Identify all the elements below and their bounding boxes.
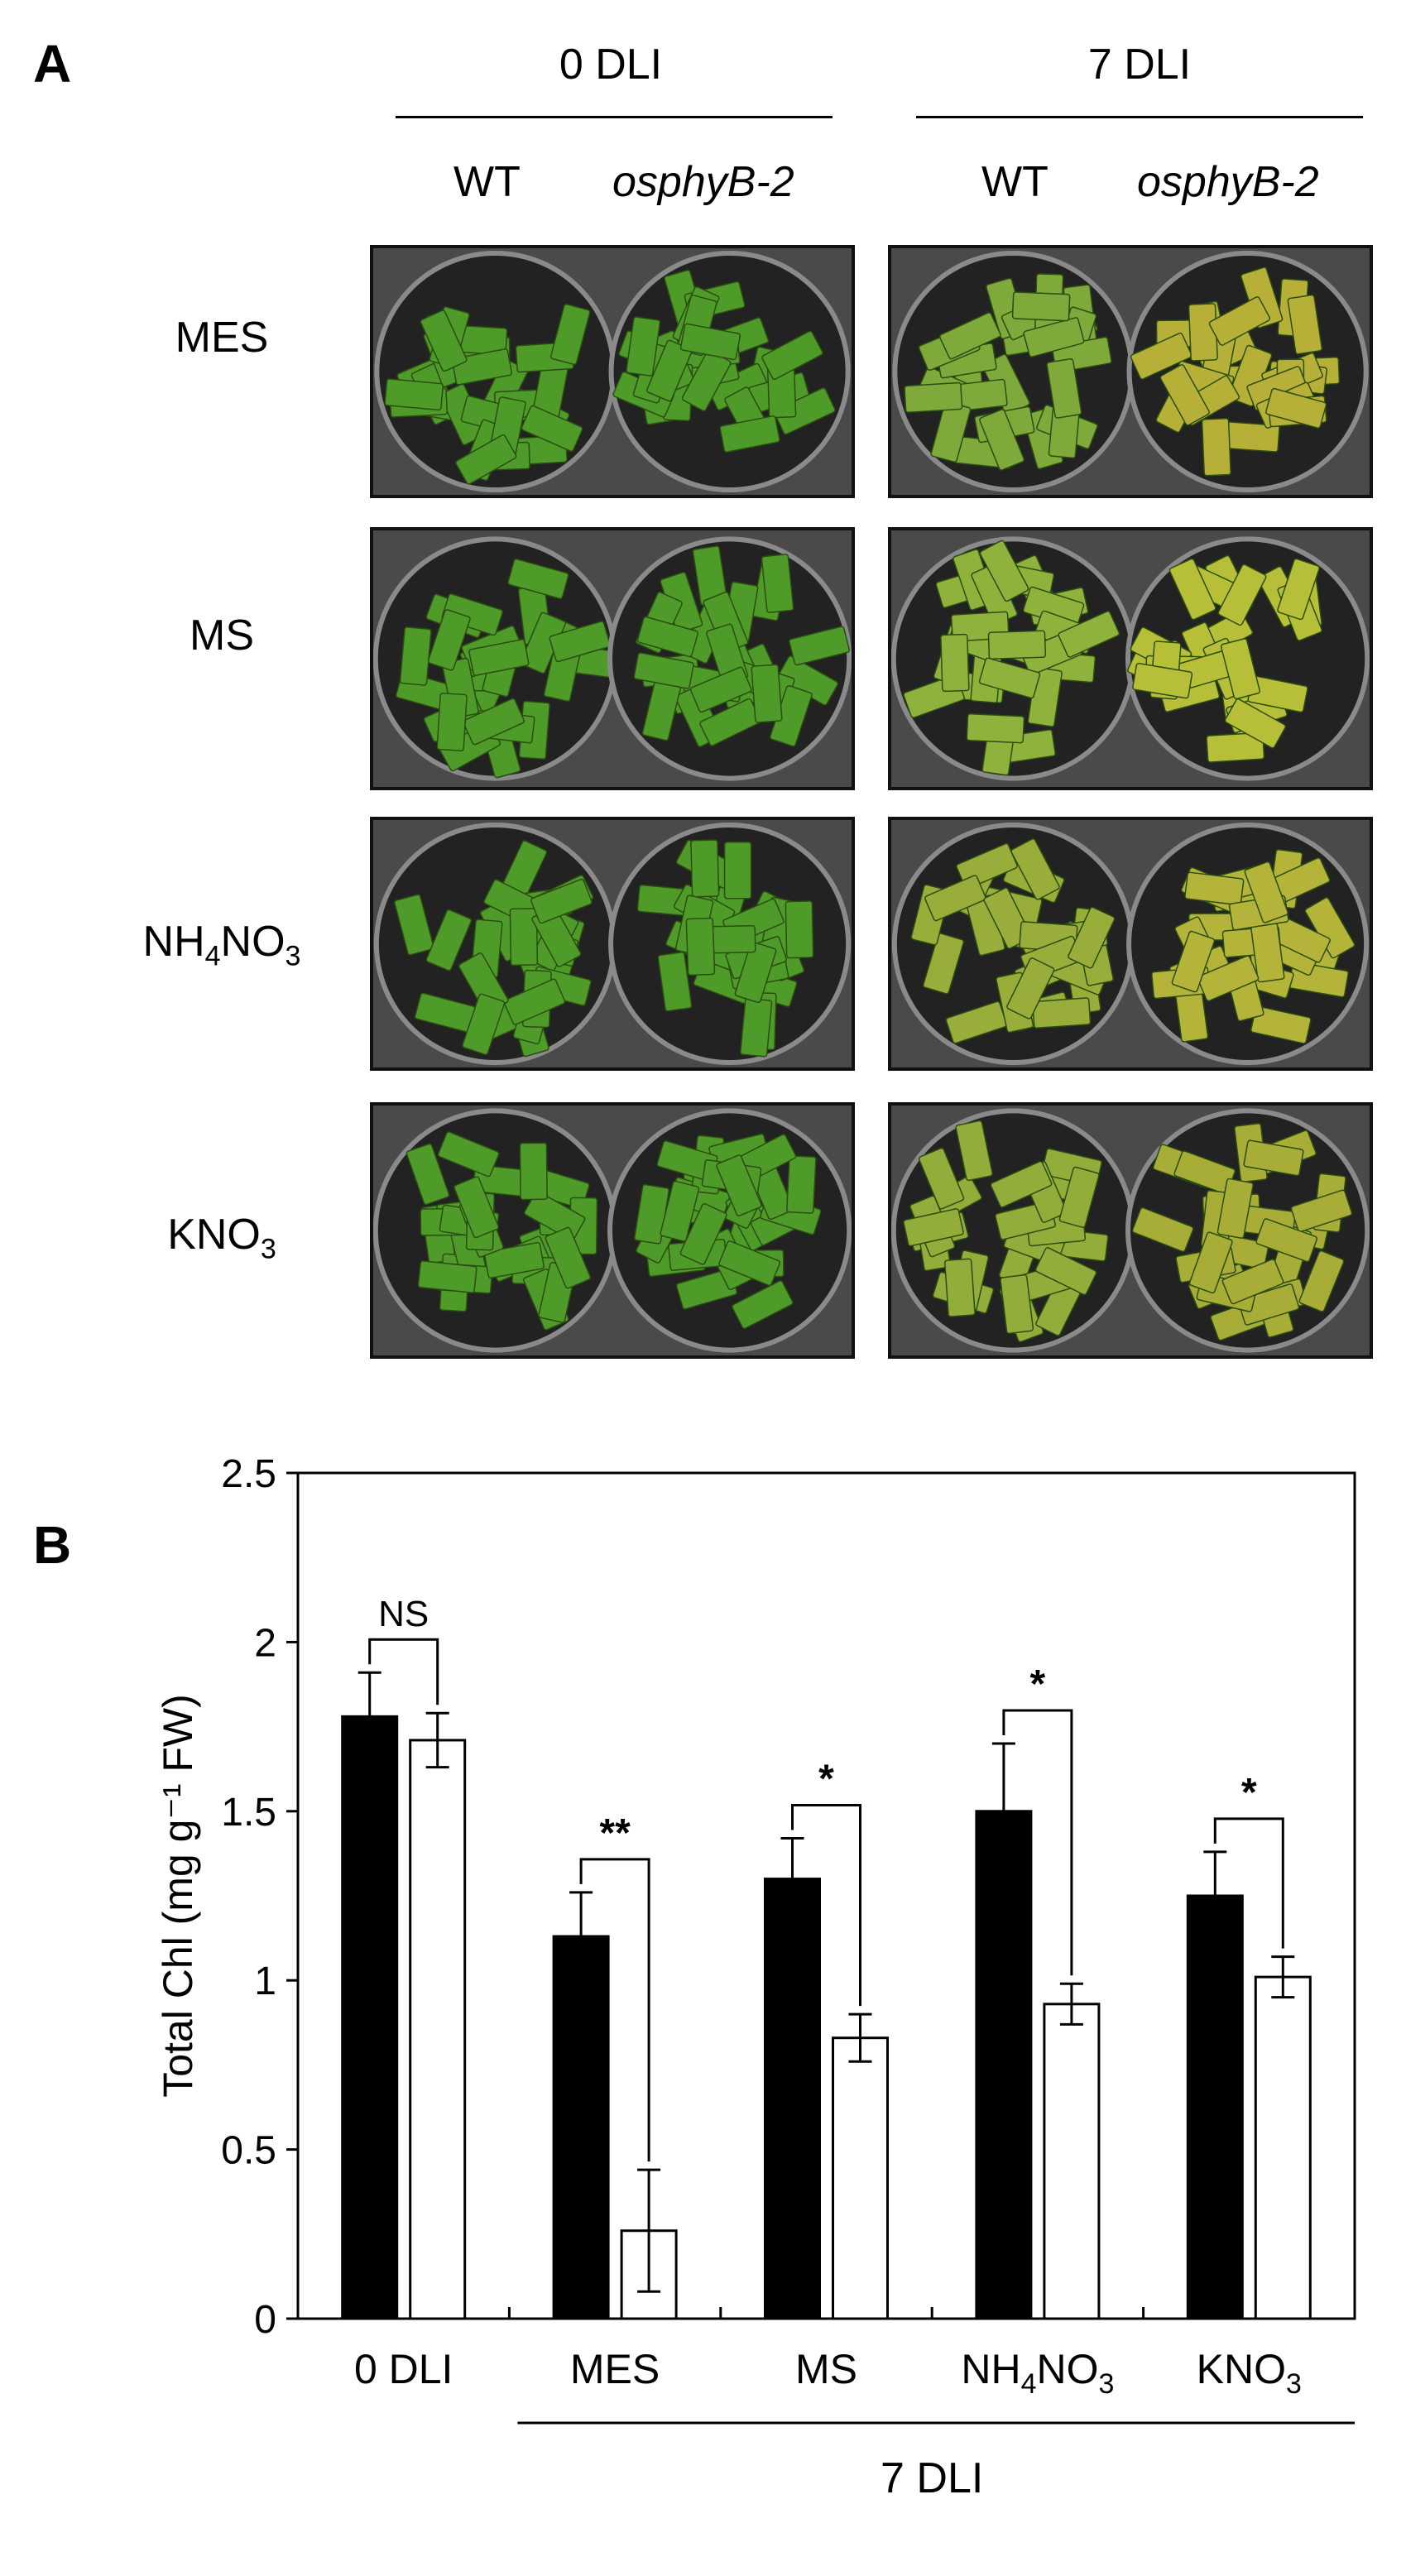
significance-bracket <box>791 1804 861 2007</box>
group-header-0dli: 0 DLI <box>559 41 663 89</box>
significance-bracket <box>1002 1709 1073 1976</box>
x-category-label: 0 DLI <box>354 2346 453 2392</box>
significance-label: * <box>1030 1662 1046 1706</box>
group-rule-7dli <box>916 116 1363 118</box>
row-label-kno3: KNO3 <box>167 1211 276 1265</box>
bar <box>1254 1975 1312 2320</box>
group-rule-0dli <box>396 116 833 118</box>
col-header-mut-7: osphyB-2 <box>1137 158 1319 206</box>
photo-nh4no3-7dli <box>888 817 1373 1071</box>
x-category-label: MS <box>795 2346 857 2392</box>
y-tick-label: 2 <box>254 1621 276 1665</box>
plot-frame <box>296 1471 1356 2320</box>
photo-ms-0dli <box>370 527 855 790</box>
bar <box>764 1878 821 2320</box>
x-category-label: NH4NO3 <box>961 2346 1114 2400</box>
row-label-mes: MES <box>175 314 269 362</box>
panel-b-letter: B <box>33 1515 72 1575</box>
bar <box>832 2036 889 2320</box>
significance-label: * <box>1241 1771 1257 1815</box>
bar <box>341 1715 399 2320</box>
bar <box>975 1810 1033 2320</box>
col-header-wt-7: WT <box>981 158 1049 206</box>
photo-kno3-0dli <box>370 1102 855 1359</box>
y-tick-label: 2.5 <box>221 1456 276 1496</box>
significance-bracket <box>579 1858 650 2162</box>
photo-kno3-7dli <box>888 1102 1373 1359</box>
bar <box>552 1935 610 2320</box>
significance-label: * <box>818 1758 834 1801</box>
y-axis-label: Total Chl (mg g⁻¹ FW) <box>155 1694 201 2098</box>
bar <box>409 1739 467 2320</box>
group-header-7dli: 7 DLI <box>1087 41 1192 89</box>
col-header-wt-0: WT <box>453 158 521 206</box>
significance-label: ** <box>599 1811 631 1855</box>
row-label-ms: MS <box>190 612 254 660</box>
bar-chart: Total Chl (mg g⁻¹ FW) 0 0.5 1 1.5 2 2.5 NS 0 DLI… <box>155 1456 1356 2502</box>
significance-label: NS <box>378 1594 429 1634</box>
y-tick-label: 0.5 <box>221 2129 276 2173</box>
significance-bracket <box>368 1638 439 1705</box>
photo-ms-7dli <box>888 527 1373 790</box>
row-label-nh4no3: NH4NO3 <box>142 918 301 972</box>
y-tick-label: 0 <box>254 2298 276 2342</box>
x-category-label: KNO3 <box>1197 2346 1302 2400</box>
y-tick-label: 1.5 <box>221 1791 276 1835</box>
y-tick-label: 1 <box>254 1960 276 2003</box>
bar <box>1186 1894 1244 2320</box>
photo-mes-0dli <box>370 245 855 498</box>
photo-mes-7dli <box>888 245 1373 498</box>
bar <box>1043 2003 1101 2320</box>
significance-bracket <box>1213 1817 1284 1949</box>
col-header-mut-0: osphyB-2 <box>612 158 794 206</box>
x-category-label: MES <box>570 2346 660 2392</box>
panel-a-letter: A <box>33 34 72 94</box>
photo-nh4no3-0dli <box>370 817 855 1071</box>
group-label-7dli: 7 DLI <box>881 2454 983 2502</box>
